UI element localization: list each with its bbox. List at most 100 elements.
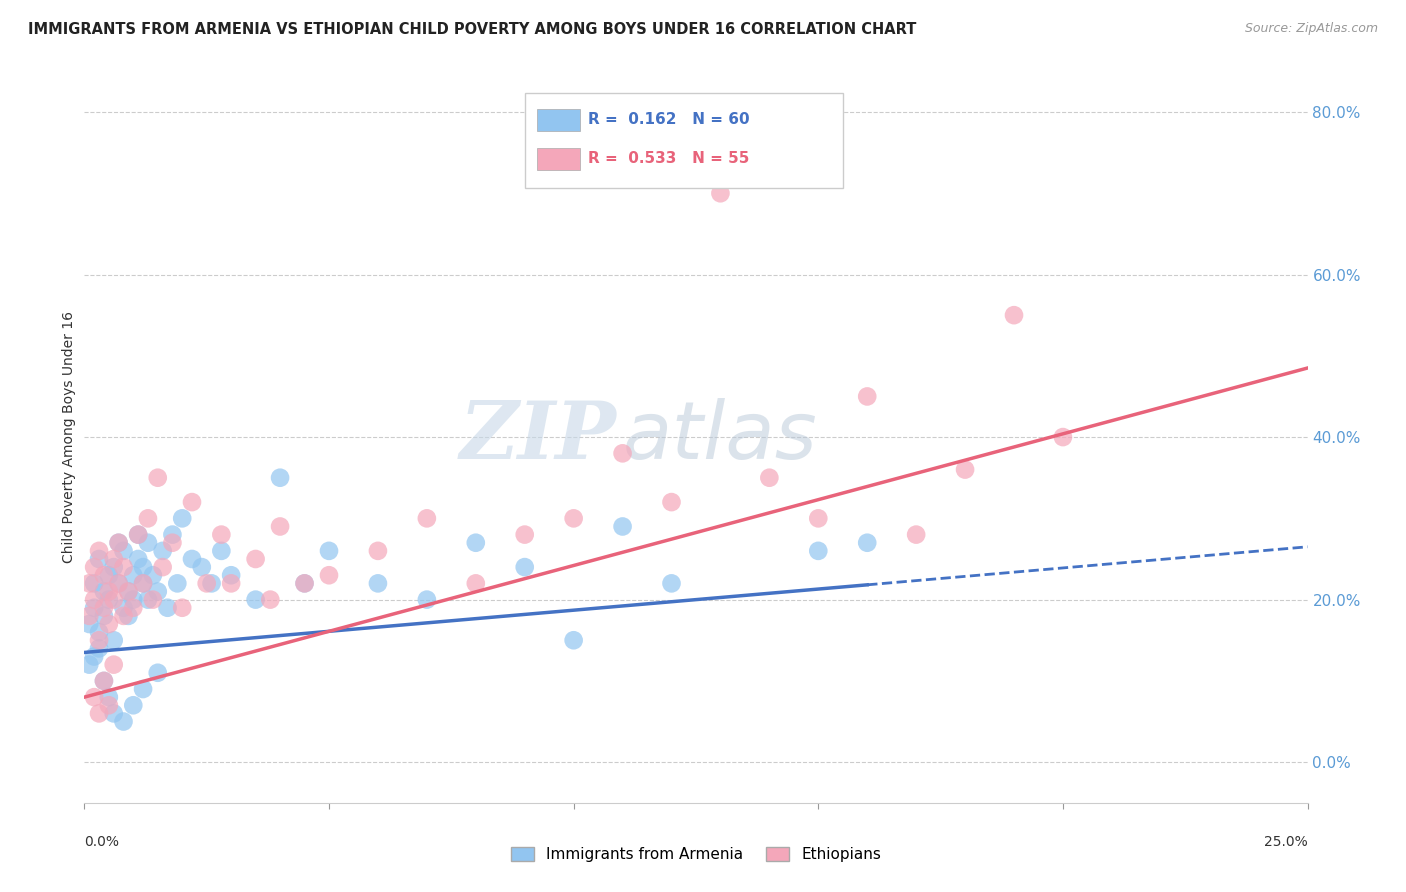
Text: atlas: atlas <box>623 398 817 476</box>
Point <box>97 568 120 582</box>
Point <box>77 657 100 672</box>
FancyBboxPatch shape <box>524 94 842 188</box>
Point <box>83 649 105 664</box>
Point <box>107 576 129 591</box>
Point <box>122 568 145 582</box>
Point <box>513 560 536 574</box>
Point <box>77 617 100 632</box>
Point <box>136 511 159 525</box>
Point <box>162 535 184 549</box>
Bar <box>537 110 579 131</box>
Point <box>142 592 165 607</box>
Point <box>1052 430 1074 444</box>
Point <box>181 495 204 509</box>
Point <box>93 568 115 582</box>
Point <box>83 690 105 705</box>
Point <box>93 673 115 688</box>
Point <box>103 633 125 648</box>
Point <box>117 584 139 599</box>
Point <box>87 625 110 640</box>
Point <box>807 544 830 558</box>
Point <box>112 714 135 729</box>
Point <box>117 608 139 623</box>
Text: ZIP: ZIP <box>460 399 616 475</box>
Text: Source: ZipAtlas.com: Source: ZipAtlas.com <box>1244 22 1378 36</box>
Point <box>562 633 585 648</box>
Point <box>191 560 214 574</box>
Point <box>152 544 174 558</box>
Point <box>77 576 100 591</box>
Point <box>107 535 129 549</box>
Point <box>209 527 232 541</box>
Point <box>112 608 135 623</box>
Point <box>97 584 120 599</box>
Point <box>122 592 145 607</box>
Point <box>195 576 218 591</box>
Point <box>294 576 316 591</box>
Point <box>93 584 115 599</box>
Point <box>162 527 184 541</box>
Point <box>181 552 204 566</box>
Point <box>136 535 159 549</box>
Text: 25.0%: 25.0% <box>1264 835 1308 849</box>
Y-axis label: Child Poverty Among Boys Under 16: Child Poverty Among Boys Under 16 <box>62 311 76 563</box>
Text: R =  0.162   N = 60: R = 0.162 N = 60 <box>588 112 749 128</box>
Point <box>146 665 169 680</box>
Point <box>122 600 145 615</box>
Point <box>146 584 169 599</box>
Point <box>464 535 486 549</box>
Point <box>122 698 145 713</box>
Point <box>132 681 155 696</box>
Point <box>93 608 115 623</box>
Point <box>136 592 159 607</box>
Point <box>87 552 110 566</box>
Point <box>166 576 188 591</box>
Point <box>464 576 486 591</box>
Point <box>132 576 155 591</box>
Point <box>97 617 120 632</box>
Legend: Immigrants from Armenia, Ethiopians: Immigrants from Armenia, Ethiopians <box>505 841 887 868</box>
Point <box>905 527 928 541</box>
Point <box>103 560 125 574</box>
Point <box>200 576 222 591</box>
Point <box>103 592 125 607</box>
Text: 0.0%: 0.0% <box>84 835 120 849</box>
Point <box>77 608 100 623</box>
Text: R =  0.533   N = 55: R = 0.533 N = 55 <box>588 151 749 166</box>
Point <box>83 592 105 607</box>
Point <box>152 560 174 574</box>
Point <box>612 446 634 460</box>
Point <box>97 592 120 607</box>
Point <box>87 706 110 721</box>
Point <box>562 511 585 525</box>
Point <box>87 633 110 648</box>
Point <box>127 552 149 566</box>
Point <box>513 527 536 541</box>
Point <box>318 544 340 558</box>
Point <box>367 576 389 591</box>
Point <box>83 600 105 615</box>
Point <box>83 560 105 574</box>
Point <box>93 600 115 615</box>
Point <box>416 511 439 525</box>
Point <box>112 600 135 615</box>
Point <box>132 560 155 574</box>
Point <box>856 535 879 549</box>
Point <box>856 389 879 403</box>
Point <box>146 471 169 485</box>
Point <box>107 535 129 549</box>
Point <box>97 690 120 705</box>
Point <box>416 592 439 607</box>
Point <box>661 576 683 591</box>
Point <box>245 552 267 566</box>
Point <box>127 527 149 541</box>
Point <box>245 592 267 607</box>
Point <box>172 511 194 525</box>
Point <box>709 186 731 201</box>
Bar <box>537 148 579 170</box>
Point <box>127 527 149 541</box>
Point <box>93 673 115 688</box>
Point <box>112 560 135 574</box>
Point <box>132 576 155 591</box>
Point <box>142 568 165 582</box>
